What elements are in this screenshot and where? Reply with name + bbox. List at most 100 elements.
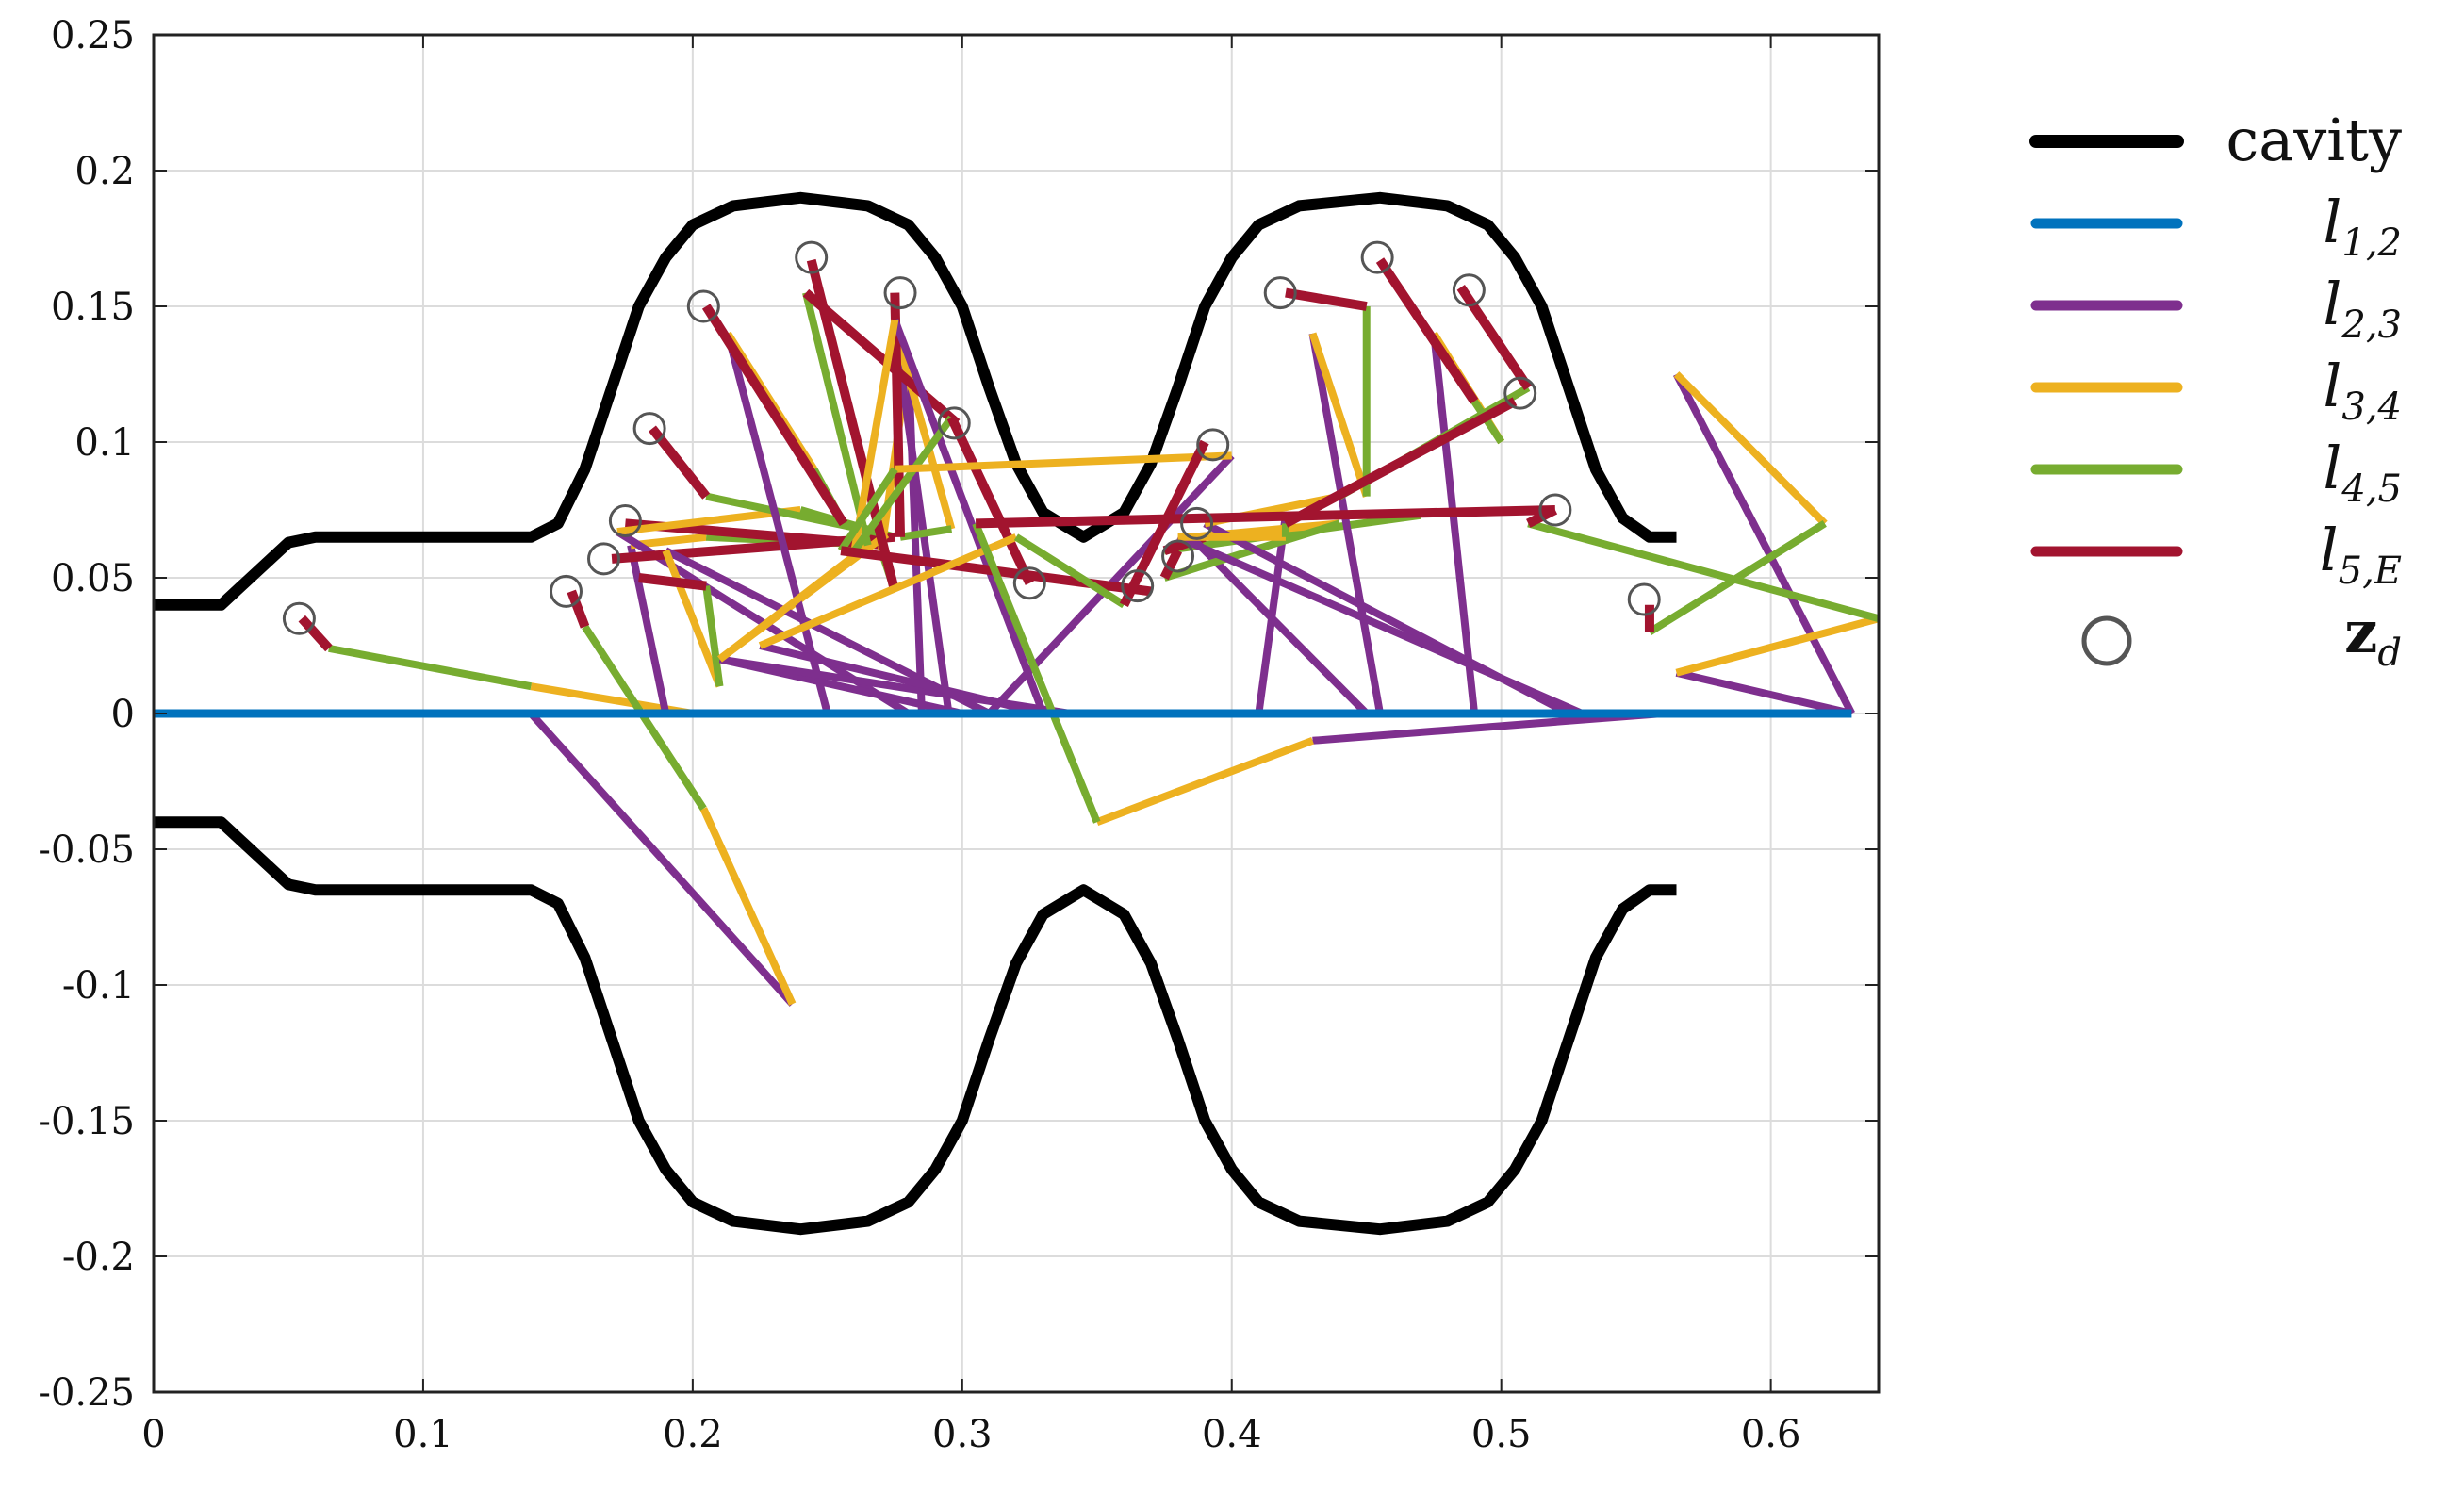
- y-tick-label: -0.05: [38, 829, 135, 872]
- zd-target-point: [1263, 276, 1297, 310]
- link-segment-l23: [1312, 710, 1664, 745]
- link-segment-l34: [850, 319, 899, 551]
- link-segment-l34: [1095, 737, 1314, 826]
- link-segment-l45: [1527, 519, 1881, 623]
- link-segment-l45: [899, 525, 953, 541]
- legend-entry-l5E: l5,E: [2030, 516, 2402, 593]
- y-tick-label: -0.15: [38, 1100, 135, 1143]
- zd-target-point: [549, 574, 583, 608]
- link-segment-l45: [1470, 399, 1505, 445]
- link-segment-l34: [1673, 371, 1828, 527]
- zd-target-point: [883, 276, 917, 310]
- arm-configuration-15: [1285, 287, 1384, 714]
- link-segment-l23: [759, 642, 1044, 717]
- arm-configuration-16: [1375, 257, 1505, 714]
- zd-target-point: [1121, 569, 1155, 603]
- x-tick-label: 0.1: [393, 1413, 453, 1456]
- zd-target-point: [1196, 428, 1230, 462]
- link-segment-l5E: [1375, 257, 1479, 404]
- legend-label: zd: [2344, 598, 2402, 675]
- link-segment-l5E: [567, 589, 590, 629]
- link-segment-l5E: [701, 304, 848, 527]
- zd-target-point: [632, 412, 666, 446]
- zd-target-point: [587, 542, 621, 576]
- legend-label: l2,3: [2324, 270, 2402, 347]
- y-tick-label: -0.1: [62, 964, 135, 1008]
- zd-target-point: [282, 601, 316, 635]
- arm-configuration-18: [1175, 397, 1585, 717]
- link-segment-l23: [891, 327, 953, 714]
- legend-swatch: [2081, 615, 2132, 666]
- link-segment-l34: [1675, 615, 1881, 677]
- legend-label: cavity: [2226, 106, 2402, 174]
- link-segment-l23: [1308, 333, 1384, 714]
- link-segment-l23: [1175, 533, 1585, 717]
- legend: cavity l1,2l2,3l3,4l4,5l5,Ezd: [2029, 106, 2402, 675]
- link-segment-l5E: [975, 505, 1555, 529]
- legend-entry-l12: l1,2: [2030, 188, 2402, 265]
- link-segment-l23: [528, 711, 796, 1007]
- link-segment-l34: [662, 549, 724, 688]
- link-segment-l5E: [1283, 397, 1518, 528]
- arm-configuration-20: [1644, 371, 1855, 715]
- legend-label: l4,5: [2324, 434, 2402, 511]
- zd-target-point: [1360, 240, 1394, 274]
- link-segment-l45: [972, 521, 1101, 824]
- link-segment-l5E: [1285, 287, 1368, 311]
- link-segment-l23: [1430, 333, 1479, 714]
- link-segment-l34: [1308, 332, 1371, 498]
- zd-target-point: [795, 240, 829, 274]
- zd-target-point: [1180, 506, 1214, 540]
- legend-entry-cavity: cavity: [2029, 106, 2402, 174]
- link-segment-l23: [627, 544, 670, 714]
- link-segment-l23: [724, 332, 831, 715]
- x-tick-label: 0.4: [1202, 1413, 1262, 1456]
- link-segment-l5E: [1456, 285, 1533, 391]
- link-segment-l45: [1013, 533, 1126, 609]
- link-segment-l23: [891, 318, 1047, 715]
- zd-target-point: [1161, 539, 1195, 573]
- zd-target-point: [608, 504, 642, 538]
- x-tick-label: 0.2: [663, 1413, 723, 1456]
- zd-target-point: [937, 406, 971, 440]
- arm-configuration-6: [701, 304, 848, 715]
- link-segment-l23: [1189, 533, 1370, 716]
- y-tick-label: 0.2: [74, 150, 135, 193]
- link-segment-l5E: [802, 288, 961, 427]
- arm-configuration-19: [972, 505, 1664, 826]
- link-segment-l45: [851, 415, 955, 553]
- cavity-upper-wall: [154, 191, 1677, 611]
- legend-entry-l34: l3,4: [2030, 352, 2402, 429]
- arm-configuration-10: [850, 318, 1047, 715]
- legend-entry-zd: zd: [2081, 598, 2402, 675]
- zd-series: [282, 240, 1661, 635]
- zd-target-point: [686, 289, 720, 323]
- y-tick-label: 0.15: [51, 286, 135, 329]
- legend-label: l5,E: [2320, 516, 2402, 593]
- axis-ticks: 0 0.1 0.2 0.3 0.4 0.5 0.60.250.20.150.10.050-0…: [38, 14, 1879, 1456]
- link-segment-l34: [699, 807, 797, 1006]
- arm-configuration-21: [1526, 505, 1881, 717]
- link-segment-l34: [895, 451, 1232, 473]
- x-tick-label: 0: [141, 1413, 165, 1456]
- legend-entry-l45: l4,5: [2030, 434, 2402, 511]
- arm-configuration-11: [837, 451, 1235, 716]
- zd-target-point: [1503, 376, 1537, 410]
- link-segment-l5E: [638, 573, 707, 591]
- y-tick-label: 0: [111, 693, 135, 736]
- arm-configuration-1: [528, 589, 797, 1007]
- zd-target-point: [1538, 493, 1572, 527]
- link-segment-l45: [702, 585, 724, 687]
- x-tick-label: 0.6: [1741, 1413, 1801, 1456]
- link-segment-l5E: [946, 415, 1034, 585]
- link-segment-l34: [758, 533, 1018, 649]
- x-tick-label: 0.3: [932, 1413, 993, 1456]
- link-segment-l45: [837, 467, 898, 553]
- cavity-lower-wall: [154, 816, 1677, 1236]
- zd-target-point: [1627, 582, 1661, 616]
- zd-target-point: [1012, 566, 1046, 600]
- link-segment-l34: [717, 542, 871, 663]
- link-segment-l45: [328, 644, 533, 691]
- legend-entry-l23: l2,3: [2030, 270, 2402, 347]
